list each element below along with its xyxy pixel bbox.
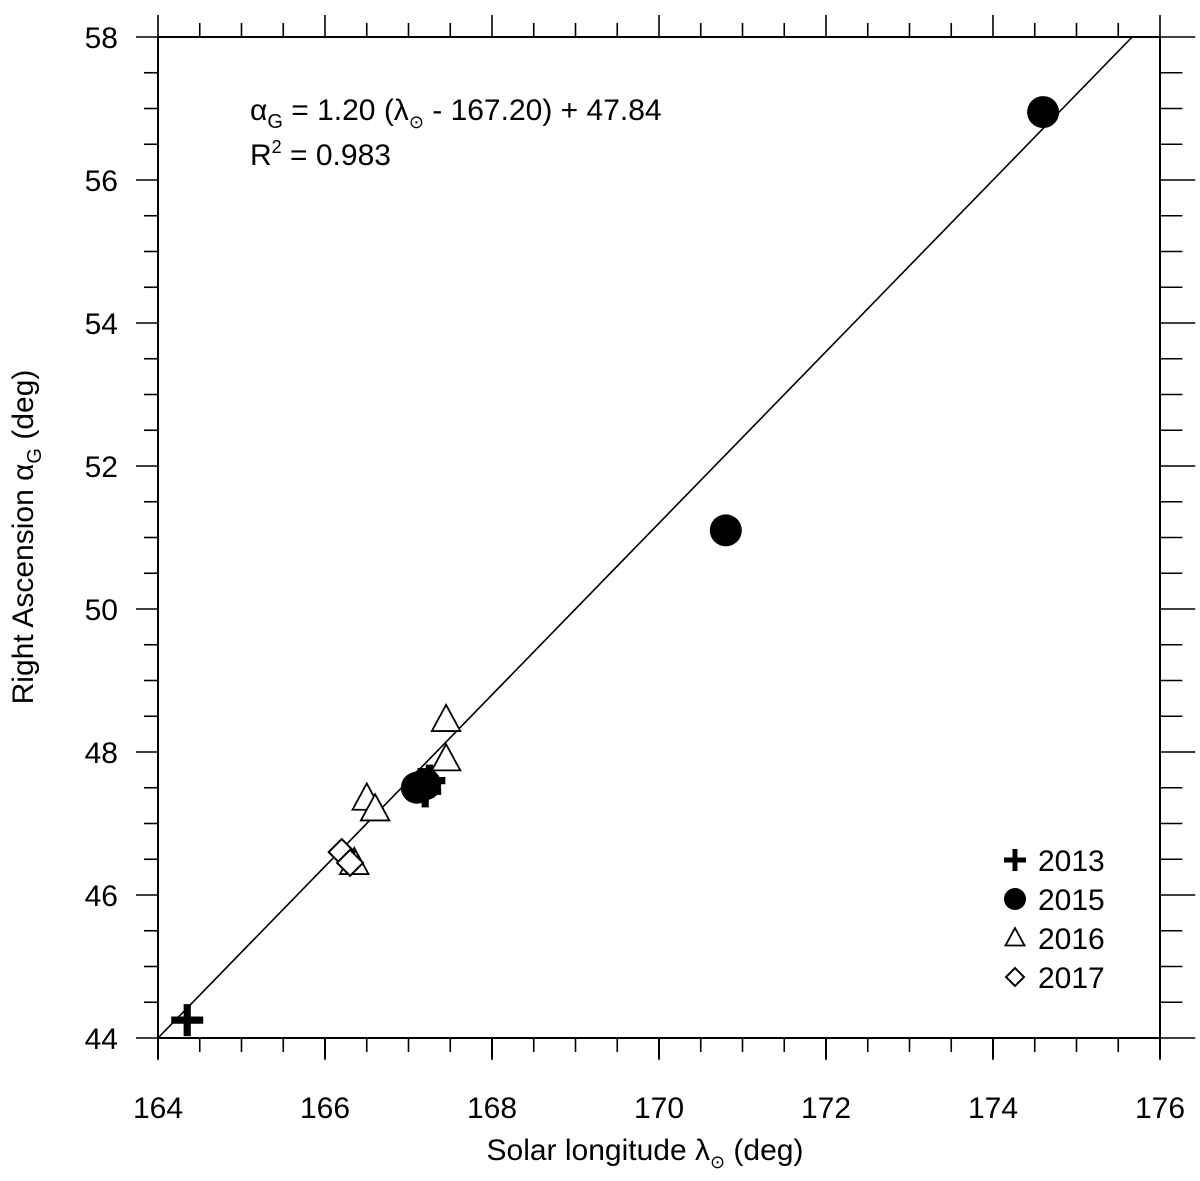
major-ticks (136, 15, 1196, 1060)
r2-sup: 2 (272, 137, 282, 157)
y-title-sub: G (24, 448, 46, 464)
y-title-main: Right Ascension α (7, 464, 40, 705)
legend-marker-2016 (1003, 926, 1027, 947)
x-tick-label: 170 (634, 1092, 684, 1125)
point-triangle-2016 (430, 742, 462, 772)
legend-marker-2013 (1004, 849, 1026, 871)
y-tick-label: 52 (85, 451, 118, 484)
point-triangle-2016 (359, 792, 391, 822)
r-squared: R2 = 0.983 (250, 137, 391, 172)
r2-rest: = 0.983 (282, 139, 391, 172)
eq-mid1: = 1.20 (λ (283, 94, 409, 127)
legend-marker-2015 (1004, 888, 1026, 910)
y-tick-label: 58 (85, 22, 118, 55)
x-tick-label: 164 (133, 1092, 183, 1125)
y-tick-label: 46 (85, 880, 118, 913)
point-triangle-2016 (430, 702, 462, 732)
eq-lhs: α (250, 94, 267, 127)
legend-marker-2017 (1004, 966, 1026, 988)
regression-line (157, 36, 1133, 1039)
point-plus-2013 (171, 1004, 204, 1037)
tick-labels: 164 166 168 170 172 174 176 44 46 48 50 52 54 56 58 (85, 22, 1185, 1125)
point-circle-2015 (709, 514, 742, 547)
y-tick-label: 50 (85, 594, 118, 627)
legend-label-2016: 2016 (1038, 923, 1105, 956)
x-tick-label: 168 (467, 1092, 517, 1125)
eq-mid2: - 167.20) + 47.84 (424, 94, 662, 127)
eq-lhs-sub: G (267, 111, 283, 133)
y-tick-label: 48 (85, 737, 118, 770)
legend-label-2015: 2015 (1038, 884, 1105, 917)
fit-equation: αG = 1.20 (λ⊙ - 167.20) + 47.84 (250, 94, 662, 133)
data-points (171, 96, 1060, 1037)
y-tick-label: 56 (85, 165, 118, 198)
y-axis-title: Right Ascension αG (deg) (7, 370, 46, 705)
x-tick-label: 172 (801, 1092, 851, 1125)
point-diamond-2017 (335, 848, 365, 878)
x-title-unit: (deg) (725, 1134, 803, 1167)
r2-main: R (250, 139, 272, 172)
legend-label-2017: 2017 (1038, 962, 1105, 995)
point-circle-2015 (409, 768, 442, 801)
x-tick-label: 166 (300, 1092, 350, 1125)
x-tick-label: 176 (1135, 1092, 1185, 1125)
x-axis-title: Solar longitude λ⊙ (deg) (487, 1134, 804, 1172)
plot-frame (157, 36, 1161, 1039)
x-title-main: Solar longitude λ (487, 1134, 710, 1167)
minor-ticks (144, 23, 1183, 1052)
y-tick-label: 54 (85, 308, 118, 341)
legend-label-2013: 2013 (1038, 845, 1105, 878)
x-title-sub: ⊙ (710, 1152, 725, 1172)
y-tick-label: 44 (85, 1023, 118, 1056)
x-tick-label: 174 (968, 1092, 1018, 1125)
point-circle-2015 (1027, 96, 1060, 129)
legend: 2013 2015 2016 2017 (1003, 845, 1105, 995)
eq-lam-sub: ⊙ (409, 112, 424, 132)
y-title-unit: (deg) (7, 370, 40, 448)
